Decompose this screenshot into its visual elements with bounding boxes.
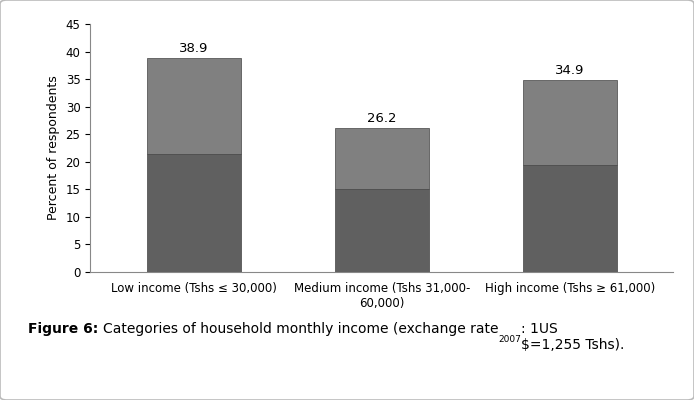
- Bar: [146, 154, 241, 272]
- Text: 26.2: 26.2: [367, 112, 396, 126]
- Y-axis label: Percent of respondents: Percent of respondents: [47, 76, 60, 220]
- Text: 2007: 2007: [498, 335, 521, 344]
- Text: Categories of household monthly income (exchange rate: Categories of household monthly income (…: [103, 322, 498, 336]
- Bar: [335, 128, 429, 189]
- Text: 38.9: 38.9: [179, 42, 208, 56]
- Bar: [146, 58, 241, 154]
- Text: : 1US
$=1,255 Tshs).: : 1US $=1,255 Tshs).: [521, 322, 625, 352]
- Bar: [523, 164, 617, 272]
- Bar: [335, 189, 429, 272]
- Text: 34.9: 34.9: [555, 64, 584, 78]
- Text: Figure 6:: Figure 6:: [28, 322, 103, 336]
- Bar: [523, 80, 617, 164]
